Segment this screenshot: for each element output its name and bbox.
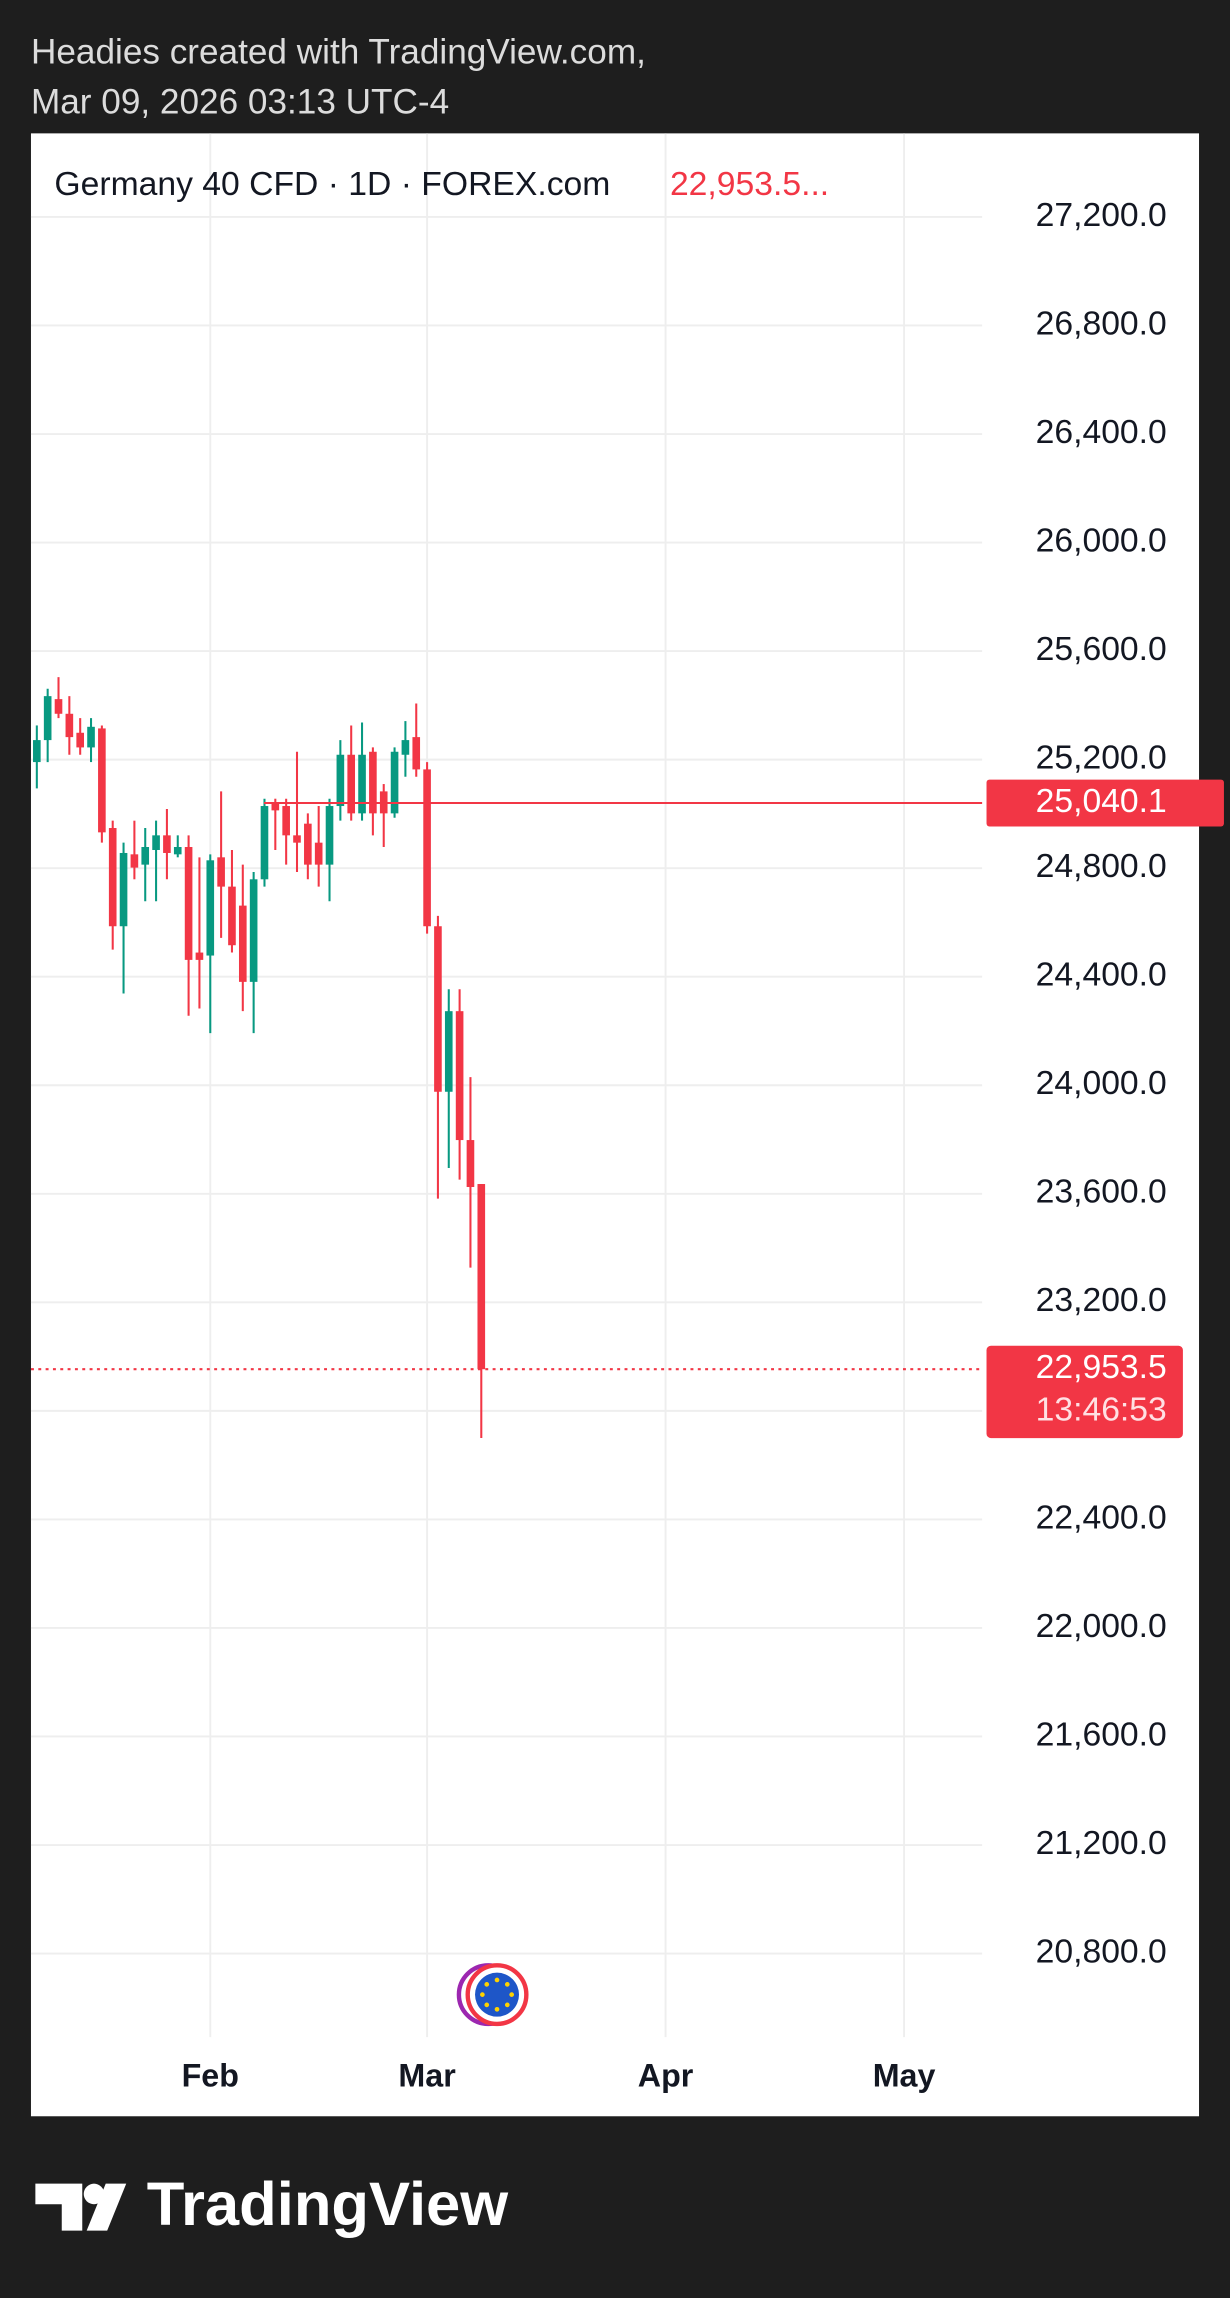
candle-body — [163, 835, 171, 853]
candle-body — [401, 740, 410, 755]
candle-body — [54, 699, 63, 714]
candle-body — [184, 847, 193, 960]
chart-panel — [30, 133, 1200, 2117]
y-tick-label: 27,200.0 — [1036, 196, 1167, 234]
candle-body — [76, 732, 85, 748]
y-tick-label: 23,200.0 — [1036, 1281, 1167, 1319]
candle-body — [228, 886, 236, 946]
footer-logo — [35, 2183, 127, 2231]
event-icon — [456, 1963, 529, 2027]
x-tick-label: May — [873, 2058, 936, 2094]
candle-body — [293, 835, 301, 843]
y-tick-label: 20,800.0 — [1036, 1932, 1167, 1970]
candle-body — [65, 713, 74, 738]
y-tick-label: 24,800.0 — [1036, 847, 1167, 885]
y-tick-label: 25,200.0 — [1036, 739, 1167, 777]
legend-price: 22,953.5... — [670, 165, 829, 203]
candle-body — [249, 879, 258, 982]
countdown-label: 13:46:53 — [1036, 1391, 1167, 1429]
candle-body — [98, 728, 106, 833]
candle-body — [108, 828, 117, 927]
candle-body — [173, 847, 182, 855]
candle-body — [271, 803, 280, 811]
candle-body — [358, 754, 366, 814]
candle-body — [336, 754, 345, 807]
prev-close-label: 25,040.1 — [1036, 782, 1167, 820]
candle-body — [152, 835, 160, 850]
candle-body — [434, 926, 442, 1092]
candle-body — [477, 1184, 486, 1370]
candle-body — [141, 847, 150, 865]
y-tick-label: 21,200.0 — [1036, 1824, 1167, 1862]
header-line: Headies created with TradingView.com, — [31, 33, 646, 72]
y-tick-label: 22,400.0 — [1036, 1498, 1167, 1536]
candle-body — [43, 696, 52, 741]
candle-body — [217, 857, 225, 887]
y-tick-label: 26,400.0 — [1036, 413, 1167, 451]
x-tick-label: Feb — [182, 2058, 239, 2094]
y-tick-label: 23,600.0 — [1036, 1173, 1167, 1211]
candle-body — [390, 751, 399, 814]
candle-body — [206, 860, 215, 956]
candle-body — [260, 806, 269, 880]
x-tick-label: Apr — [638, 2058, 694, 2094]
candle-body — [87, 726, 95, 748]
candle-body — [314, 842, 323, 865]
y-tick-label: 26,800.0 — [1036, 304, 1167, 342]
candle-body — [412, 737, 421, 770]
candle-body — [238, 905, 247, 982]
candle-body — [33, 740, 41, 763]
candle-body — [369, 751, 377, 814]
candle-body — [119, 852, 128, 927]
y-tick-label: 21,600.0 — [1036, 1715, 1167, 1753]
candle-body — [455, 1011, 464, 1141]
candle-body — [304, 823, 312, 865]
candle-body — [466, 1140, 475, 1188]
y-tick-label: 25,600.0 — [1036, 630, 1167, 668]
candle-body — [325, 806, 334, 865]
candle-body — [347, 754, 356, 814]
candle-body — [282, 806, 290, 836]
chart-title: Germany 40 CFD · 1D · FOREX.com — [54, 165, 610, 203]
footer-brand: TradingView — [147, 2170, 509, 2239]
plot: Feb Mar Apr May 27,200.0 26,800.0 26,400.0 26,0… — [30, 133, 1167, 2094]
y-tick-label: 24,400.0 — [1036, 956, 1167, 994]
header-line: Mar 09, 2026 03:13 UTC-4 — [31, 82, 449, 121]
candle-body — [423, 769, 431, 927]
candle-body — [195, 952, 204, 960]
x-tick-label: Mar — [398, 2058, 456, 2094]
y-tick-label: 24,000.0 — [1036, 1064, 1167, 1102]
y-tick-label: 26,000.0 — [1036, 521, 1167, 559]
candle-body — [130, 854, 139, 868]
candle-body — [444, 1011, 453, 1092]
last-price-box — [986, 1345, 1183, 1439]
prev-close-box — [986, 779, 1224, 827]
y-tick-label: 22,000.0 — [1036, 1607, 1167, 1645]
last-price-label: 22,953.5 — [1036, 1348, 1167, 1386]
